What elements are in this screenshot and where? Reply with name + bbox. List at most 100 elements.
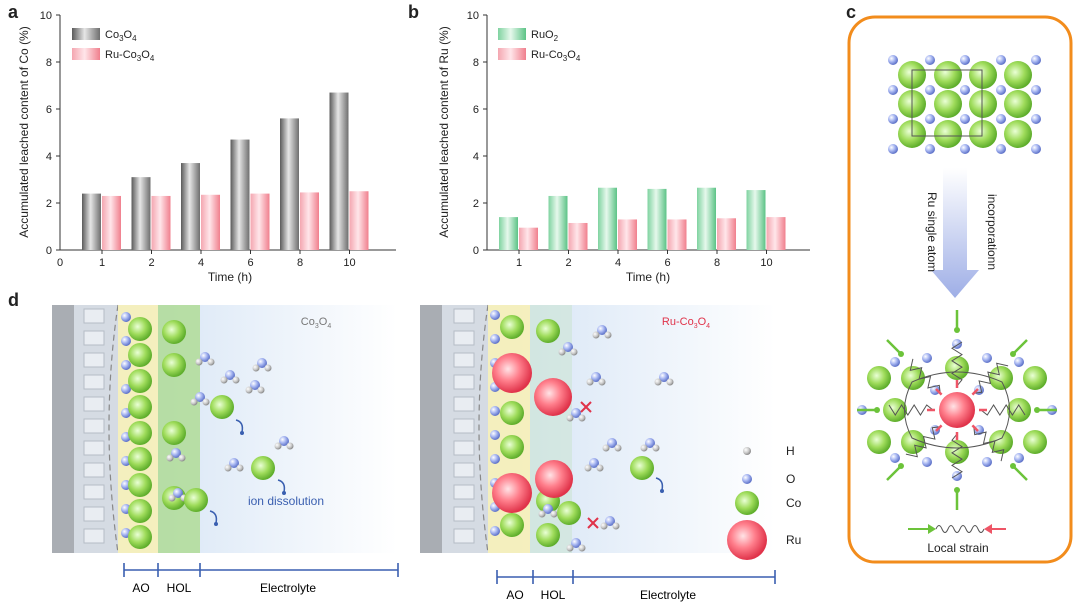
o-atom bbox=[925, 144, 935, 154]
o-atom bbox=[996, 55, 1006, 65]
h-atom bbox=[586, 378, 594, 386]
o-atom bbox=[490, 406, 500, 416]
y-tick-label: 6 bbox=[473, 104, 479, 116]
spring bbox=[888, 404, 934, 416]
o-atom bbox=[890, 357, 900, 367]
bar-ru-co3o4-1 bbox=[519, 227, 538, 250]
legend-h-label: H bbox=[786, 444, 795, 458]
h-atom bbox=[257, 386, 265, 394]
legend-label-ruo2: RuO2 bbox=[531, 29, 559, 43]
o-atom bbox=[173, 488, 183, 498]
o-atom bbox=[645, 438, 655, 448]
scene-co3o4-title: Co3O4 bbox=[301, 316, 332, 330]
dissolution-arrow-head bbox=[240, 431, 244, 435]
co-atom bbox=[1004, 61, 1032, 89]
x-axis-label: Time (h) bbox=[208, 270, 252, 284]
lattice-top bbox=[888, 55, 1041, 154]
h-atom bbox=[654, 378, 662, 386]
co-atom bbox=[867, 366, 891, 390]
dissolution-arrow-head bbox=[282, 491, 286, 495]
bar-ru-co3o4-4 bbox=[201, 194, 220, 250]
substrate-block bbox=[453, 506, 475, 522]
substrate-block bbox=[453, 484, 475, 500]
dissolution-arrow bbox=[209, 510, 218, 524]
strain-arrow bbox=[971, 388, 979, 396]
co-atom bbox=[500, 435, 524, 459]
o-atom bbox=[591, 372, 601, 382]
co-atom bbox=[934, 90, 962, 118]
y-tick-label: 2 bbox=[473, 198, 479, 210]
h-atom bbox=[666, 378, 674, 386]
o-atom bbox=[121, 312, 131, 322]
legend-o-label: O bbox=[786, 472, 795, 486]
co-atom bbox=[128, 499, 152, 523]
co-atom bbox=[128, 369, 152, 393]
h-atom bbox=[558, 348, 566, 356]
h-atom bbox=[202, 398, 210, 406]
h-atom bbox=[195, 358, 203, 366]
ru-atom bbox=[535, 460, 573, 498]
legend-label-ru-co3o4: Ru-Co3O4 bbox=[105, 49, 155, 63]
co-atom bbox=[1023, 430, 1047, 454]
co-atom bbox=[128, 473, 152, 497]
local-strain-label: Local strain bbox=[927, 541, 988, 555]
substrate-block bbox=[453, 330, 475, 346]
substrate-block bbox=[83, 374, 105, 390]
o-atom bbox=[922, 457, 932, 467]
zone-ao-right: AO bbox=[506, 588, 523, 602]
o-atom bbox=[250, 380, 260, 390]
o-atom bbox=[605, 516, 615, 526]
o-atom bbox=[490, 310, 500, 320]
substrate-block bbox=[453, 418, 475, 434]
legend-ru-label: Ru bbox=[786, 533, 801, 547]
o-atom bbox=[1031, 144, 1041, 154]
co-atom bbox=[128, 317, 152, 341]
spring bbox=[980, 404, 1026, 416]
bar-co3o4-10 bbox=[329, 92, 349, 250]
co-atom bbox=[989, 366, 1013, 390]
bar-ruo2-1 bbox=[499, 217, 518, 250]
ru-atom bbox=[534, 378, 572, 416]
substrate-block bbox=[453, 374, 475, 390]
h-atom bbox=[592, 331, 600, 339]
x-tick-label: 8 bbox=[714, 257, 720, 269]
o-atom bbox=[121, 384, 131, 394]
o-atom bbox=[996, 144, 1006, 154]
o-atom bbox=[200, 352, 210, 362]
panel-label-b: b bbox=[408, 2, 419, 22]
o-atom bbox=[1031, 55, 1041, 65]
h-atom bbox=[578, 414, 586, 422]
x-tick-label: 2 bbox=[565, 257, 571, 269]
compression-arrow-head bbox=[1010, 463, 1016, 469]
blocked-mark bbox=[580, 401, 592, 413]
co-atom bbox=[934, 120, 962, 148]
co-atom bbox=[945, 356, 969, 380]
bar-ruo2-2 bbox=[548, 195, 568, 250]
dissolution-arrow-head bbox=[214, 522, 218, 526]
legend-o-marker bbox=[742, 474, 752, 484]
compression-arrow-head bbox=[1010, 351, 1016, 357]
o-atom bbox=[888, 144, 898, 154]
bar-co3o4-2 bbox=[131, 177, 151, 250]
zone-hol-right: HOL bbox=[541, 588, 566, 602]
y-axis-label: Accumulated leached content of Ru (%) bbox=[437, 26, 451, 237]
o-atom bbox=[960, 55, 970, 65]
substrate-block bbox=[83, 462, 105, 478]
co-atom bbox=[969, 61, 997, 89]
co-atom bbox=[1004, 90, 1032, 118]
o-atom bbox=[982, 353, 992, 363]
ru-atom bbox=[939, 392, 975, 428]
legend-label-ru-co3o4: Ru-Co3O4 bbox=[531, 49, 581, 63]
strain-cage bbox=[904, 371, 1010, 449]
unit-cell bbox=[911, 69, 983, 137]
y-tick-label: 10 bbox=[467, 10, 479, 22]
co-atom bbox=[945, 440, 969, 464]
substrate-block bbox=[453, 528, 475, 544]
zone-electrolyte-right: Electrolyte bbox=[640, 588, 696, 602]
y-tick-label: 4 bbox=[473, 151, 479, 163]
bar-ruo2-4 bbox=[598, 187, 617, 250]
co-atom bbox=[128, 421, 152, 445]
ru-atom bbox=[492, 473, 532, 513]
ru-single-atom-label: Ru single atom bbox=[925, 192, 939, 272]
